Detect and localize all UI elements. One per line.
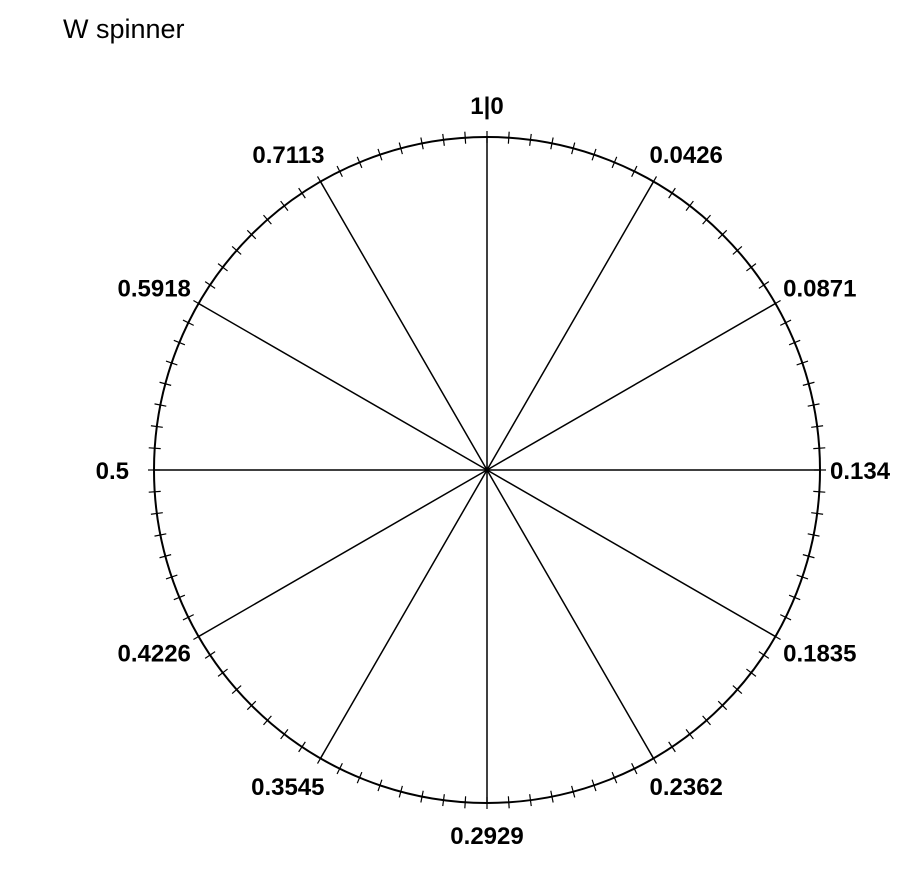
boundary-label-6: 0.2929 bbox=[450, 823, 523, 850]
boundary-label-11: 0.7113 bbox=[252, 142, 324, 169]
boundary-labels: 1|0 0.0426 0.0871 0.134 0.1835 0.2362 0.2929 0.… bbox=[96, 93, 891, 850]
spoke-5 bbox=[486, 469, 655, 759]
spinner-spokes bbox=[154, 137, 820, 803]
boundary-label-2: 0.0871 bbox=[783, 276, 856, 303]
boundary-label-3: 0.134 bbox=[830, 458, 891, 485]
boundary-label-1: 0.0426 bbox=[650, 142, 723, 169]
spoke-1 bbox=[486, 181, 655, 471]
boundary-label-0: 1|0 bbox=[470, 93, 503, 120]
spoke-4 bbox=[486, 469, 776, 638]
spoke-7 bbox=[319, 469, 488, 759]
spoke-10 bbox=[198, 302, 488, 471]
spoke-11 bbox=[319, 181, 488, 471]
boundary-label-10: 0.5918 bbox=[117, 276, 190, 303]
spinner-title: W spinner bbox=[63, 14, 185, 44]
boundary-label-7: 0.3545 bbox=[251, 774, 324, 801]
boundary-label-9: 0.5 bbox=[96, 458, 129, 485]
boundary-label-8: 0.4226 bbox=[117, 641, 190, 668]
spoke-2 bbox=[486, 302, 776, 471]
spoke-8 bbox=[198, 469, 488, 638]
boundary-label-4: 0.1835 bbox=[783, 641, 856, 668]
boundary-label-5: 0.2362 bbox=[650, 774, 723, 801]
